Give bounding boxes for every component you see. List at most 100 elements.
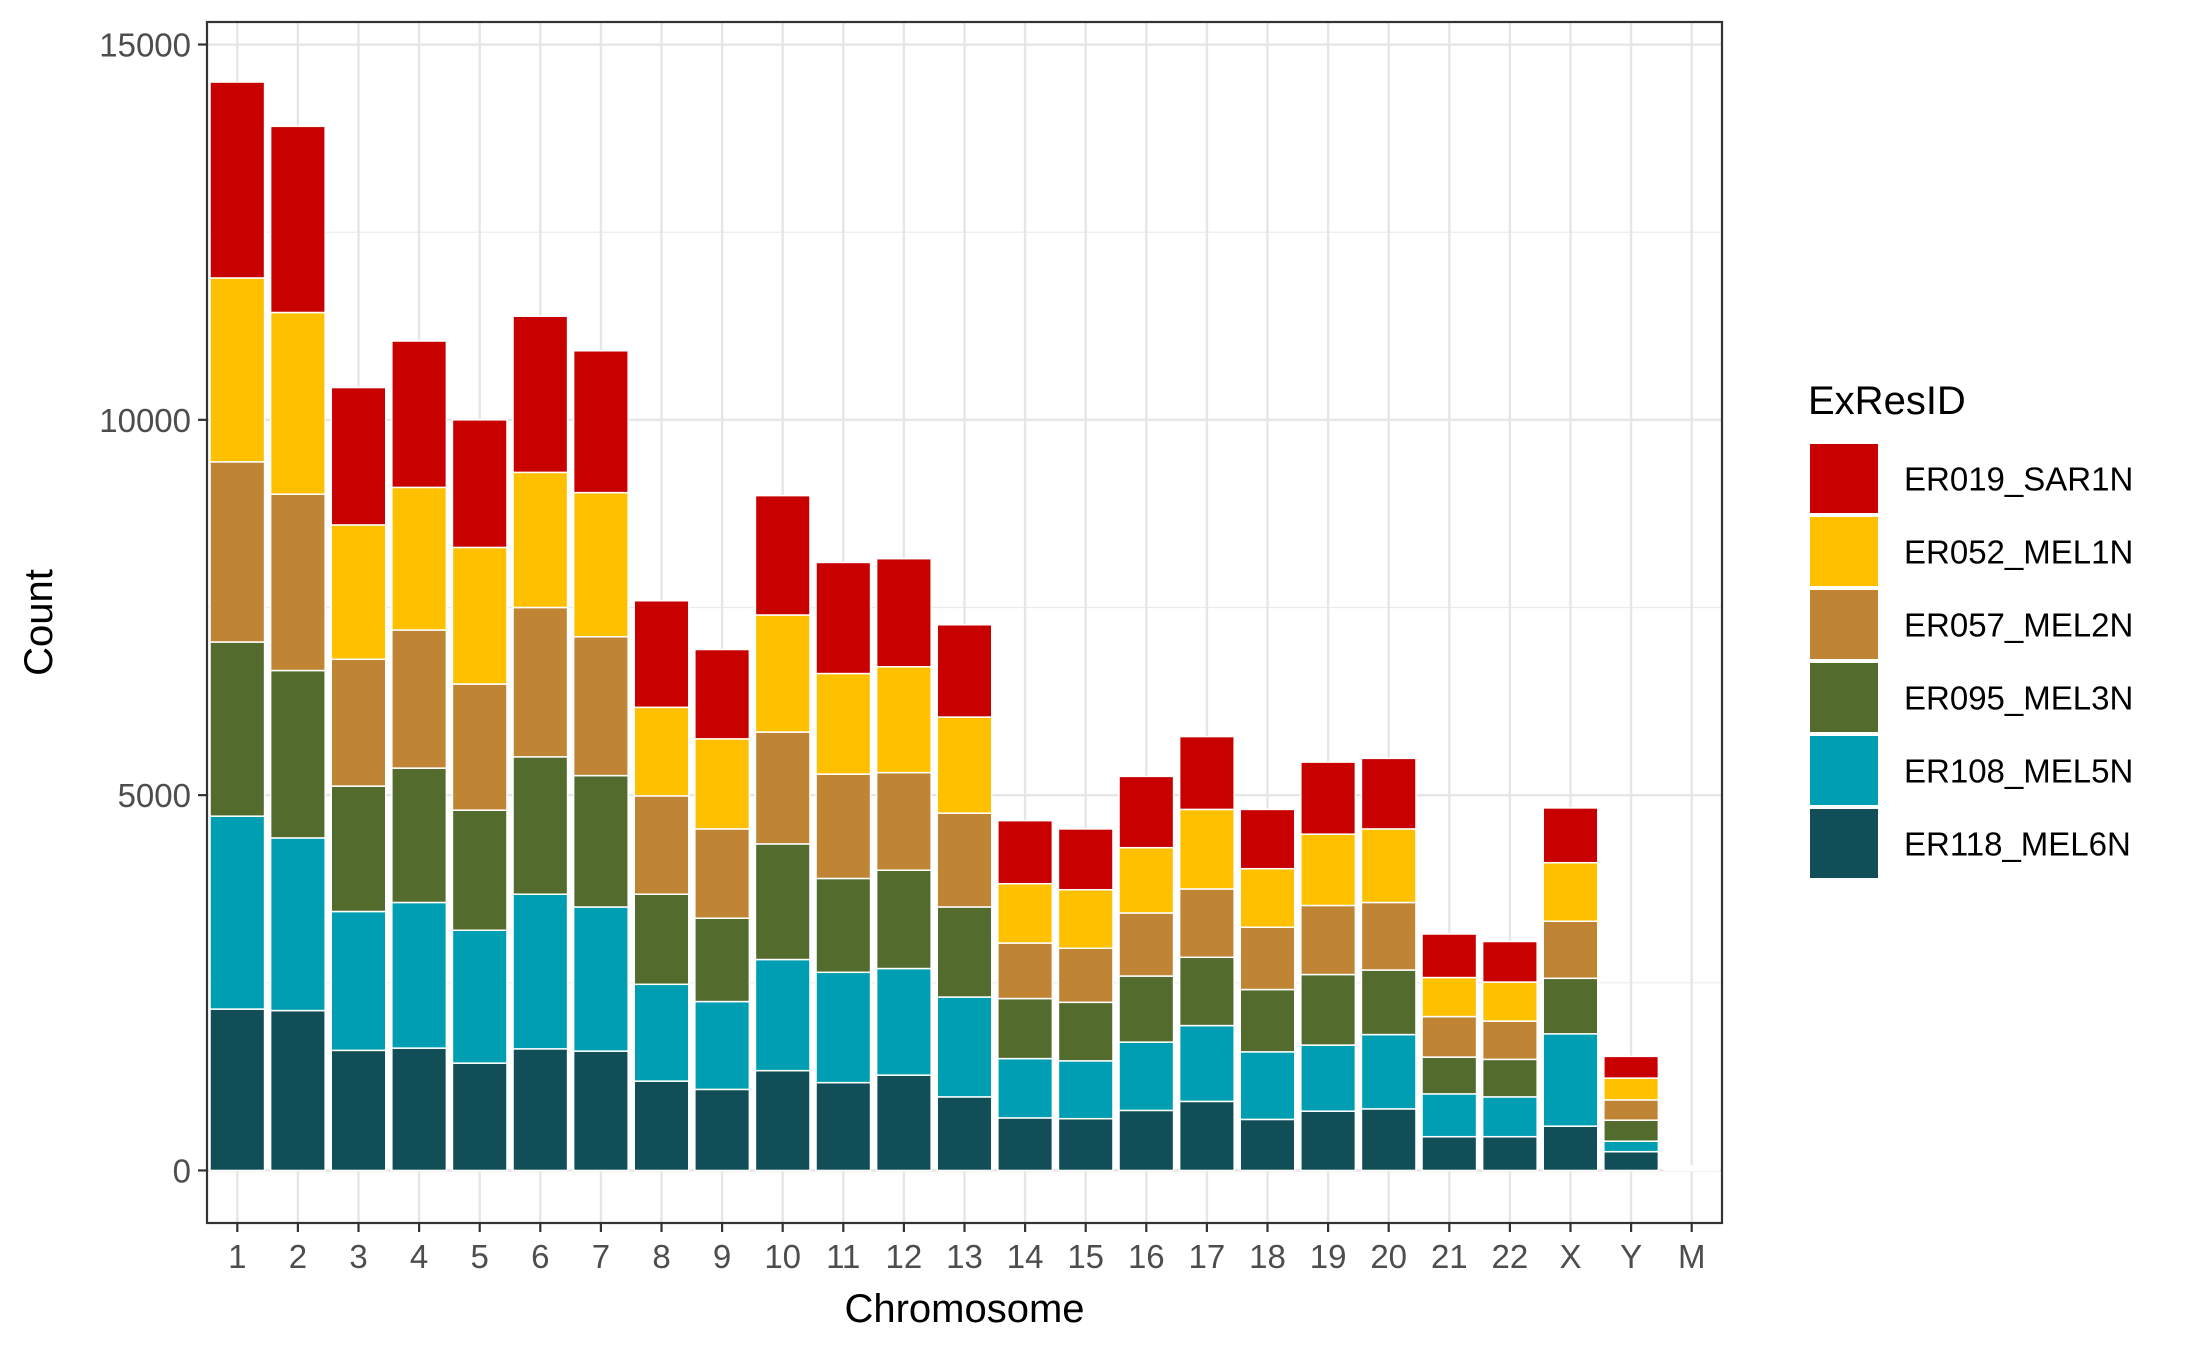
bar-segment-chr-2-er019-sar1n [269, 125, 326, 314]
x-tick-label: 14 [1007, 1238, 1044, 1275]
bar-segment-chr-15-er118-mel6n [1057, 1117, 1114, 1172]
bar-segment-chr-9-er052-mel1n [694, 738, 751, 830]
bar-segment-chr-22-er095-mel3n [1481, 1058, 1538, 1098]
x-tick-label: 8 [652, 1238, 670, 1275]
bar-segment-chr-13-er019-sar1n [936, 624, 993, 718]
x-tick-label: 7 [592, 1238, 610, 1275]
bar-segment-chr-16-er057-mel2n [1118, 912, 1175, 977]
bar-segment-chr-12-er118-mel6n [875, 1074, 932, 1172]
legend-label: ER118_MEL6N [1904, 826, 2131, 863]
bar-segment-chr-10-er108-mel5n [754, 958, 811, 1072]
bar-segment-chr-8-er095-mel3n [633, 893, 690, 986]
bar-segment-chr-17-er108-mel5n [1178, 1024, 1235, 1103]
bar-segment-chr-11-er052-mel1n [815, 672, 872, 775]
bar-segment-chr-16-er052-mel1n [1118, 846, 1175, 914]
y-tick-label: 10000 [99, 402, 191, 439]
bar-segment-chr-2-er118-mel6n [269, 1009, 326, 1172]
bar-segment-chr-Y-er118-mel6n [1603, 1150, 1660, 1172]
y-tick-label: 15000 [99, 27, 191, 64]
bar-segment-chr-22-er019-sar1n [1481, 940, 1538, 983]
bar-segment-chr-Y-er019-sar1n [1603, 1055, 1660, 1079]
bar-segment-chr-2-er052-mel1n [269, 311, 326, 495]
bar-segment-chr-2-er095-mel3n [269, 669, 326, 839]
bar-segment-chr-6-er057-mel2n [512, 606, 569, 758]
x-tick-label: 19 [1310, 1238, 1347, 1275]
bar-segment-chr-5-er108-mel5n [451, 929, 508, 1064]
bar-segment-chr-1-er052-mel1n [209, 277, 266, 463]
bar-segment-chr-6-er108-mel5n [512, 893, 569, 1050]
bar-segment-chr-20-er052-mel1n [1360, 828, 1417, 904]
x-tick-label: 9 [713, 1238, 731, 1275]
bar-segment-chr-22-er052-mel1n [1481, 981, 1538, 1022]
legend-key-er019-sar1n [1810, 444, 1878, 513]
bar-segment-chr-X-er108-mel5n [1542, 1033, 1599, 1127]
bar-segment-chr-18-er057-mel2n [1239, 926, 1296, 991]
bar-segment-chr-16-er118-mel6n [1118, 1109, 1175, 1172]
bar-segment-chr-20-er095-mel3n [1360, 969, 1417, 1036]
y-tick-label: 5000 [118, 777, 191, 814]
bar-segment-chr-7-er095-mel3n [572, 774, 629, 908]
bar-segment-chr-4-er108-mel5n [391, 901, 448, 1049]
bar-segment-chr-X-er057-mel2n [1542, 920, 1599, 980]
x-tick-label: X [1559, 1238, 1581, 1275]
bar-segment-chr-5-er019-sar1n [451, 419, 508, 549]
bar-segment-chr-6-er019-sar1n [512, 315, 569, 474]
bar-segment-chr-20-er057-mel2n [1360, 901, 1417, 971]
x-tick-label: 6 [531, 1238, 549, 1275]
x-tick-label: M [1678, 1238, 1706, 1275]
bar-segment-chr-21-er019-sar1n [1421, 933, 1478, 979]
x-tick-label: 17 [1189, 1238, 1226, 1275]
bar-segment-chr-9-er095-mel3n [694, 917, 751, 1003]
bar-segment-chr-13-er108-mel5n [936, 996, 993, 1098]
x-tick-label: 12 [886, 1238, 923, 1275]
bar-segment-chr-17-er019-sar1n [1178, 735, 1235, 811]
bars [209, 81, 1720, 1172]
y-tick-label: 0 [173, 1152, 191, 1189]
bar-segment-chr-5-er052-mel1n [451, 546, 508, 685]
bar-segment-chr-21-er052-mel1n [1421, 976, 1478, 1018]
bar-segment-chr-6-er118-mel6n [512, 1048, 569, 1172]
x-tick-label: 22 [1492, 1238, 1529, 1275]
bar-segment-chr-7-er118-mel6n [572, 1050, 629, 1172]
bar-segment-chr-8-er118-mel6n [633, 1080, 690, 1172]
legend-key-er108-mel5n [1810, 736, 1878, 805]
bar-segment-chr-13-er057-mel2n [936, 812, 993, 908]
bar-segment-chr-15-er052-mel1n [1057, 888, 1114, 950]
legend-key-er095-mel3n [1810, 663, 1878, 732]
bar-segment-chr-5-er095-mel3n [451, 809, 508, 932]
legend-label: ER108_MEL5N [1904, 753, 2133, 790]
bar-segment-chr-15-er019-sar1n [1057, 828, 1114, 891]
bar-segment-chr-1-er095-mel3n [209, 641, 266, 817]
bar-segment-chr-7-er057-mel2n [572, 636, 629, 777]
bar-segment-chr-3-er108-mel5n [330, 910, 387, 1052]
bar-segment-chr-10-er095-mel3n [754, 843, 811, 961]
bar-segment-chr-X-er118-mel6n [1542, 1125, 1599, 1172]
bar-segment-chr-11-er118-mel6n [815, 1081, 872, 1172]
bar-segment-chr-2-er108-mel5n [269, 837, 326, 1012]
bar-segment-chr-16-er095-mel3n [1118, 975, 1175, 1043]
bar-segment-chr-9-er019-sar1n [694, 648, 751, 740]
bar-segment-chr-10-er052-mel1n [754, 614, 811, 733]
x-tick-label: 1 [228, 1238, 246, 1275]
bar-segment-chr-21-er108-mel5n [1421, 1093, 1478, 1138]
bar-segment-chr-1-er057-mel2n [209, 461, 266, 643]
bar-segment-chr-5-er057-mel2n [451, 683, 508, 811]
bar-segment-chr-10-er118-mel6n [754, 1069, 811, 1172]
bar-segment-chr-1-er019-sar1n [209, 81, 266, 279]
legend-key-er118-mel6n [1810, 809, 1878, 878]
x-tick-label: 5 [471, 1238, 489, 1275]
bar-segment-chr-9-er108-mel5n [694, 1000, 751, 1091]
bar-segment-chr-11-er095-mel3n [815, 877, 872, 974]
x-tick-label: 15 [1067, 1238, 1104, 1275]
x-tick-label: 21 [1431, 1238, 1468, 1275]
bar-segment-chr-X-er052-mel1n [1542, 861, 1599, 922]
bar-segment-chr-21-er095-mel3n [1421, 1056, 1478, 1095]
bar-segment-chr-4-er052-mel1n [391, 486, 448, 631]
y-axis-title: Count [17, 569, 61, 676]
x-tick-label: 10 [764, 1238, 801, 1275]
bar-segment-chr-Y-er095-mel3n [1603, 1119, 1660, 1142]
bar-segment-chr-13-er052-mel1n [936, 716, 993, 814]
bar-segment-chr-6-er095-mel3n [512, 756, 569, 895]
bar-segment-chr-M-er019-sar1n [1663, 1165, 1720, 1168]
